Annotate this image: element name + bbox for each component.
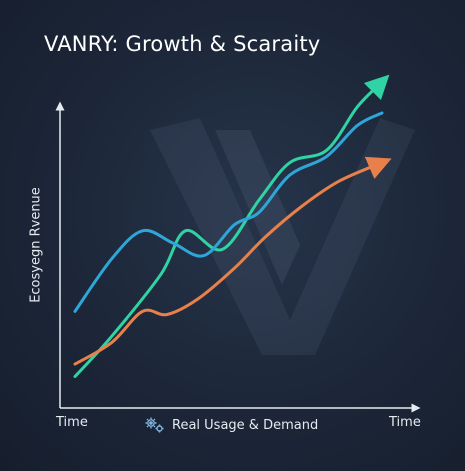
watermark-v-logo	[150, 118, 415, 355]
series-line-blue	[73, 111, 384, 313]
y-axis-label: Ecosyegn Rvenue	[28, 187, 44, 303]
chart-title: VANRY: Growth & Scaraity	[44, 32, 321, 56]
series-line-orange	[73, 156, 392, 366]
x-axis-label: Real Usage & Demand	[172, 417, 319, 433]
x-axis-label-group: Real Usage & Demand	[144, 416, 318, 434]
series-layer	[73, 74, 392, 378]
series-line-green	[73, 74, 390, 378]
x-tick-label-start: Time	[56, 415, 88, 430]
x-tick-label-end: Time	[389, 415, 421, 430]
gears-icon	[145, 417, 164, 433]
